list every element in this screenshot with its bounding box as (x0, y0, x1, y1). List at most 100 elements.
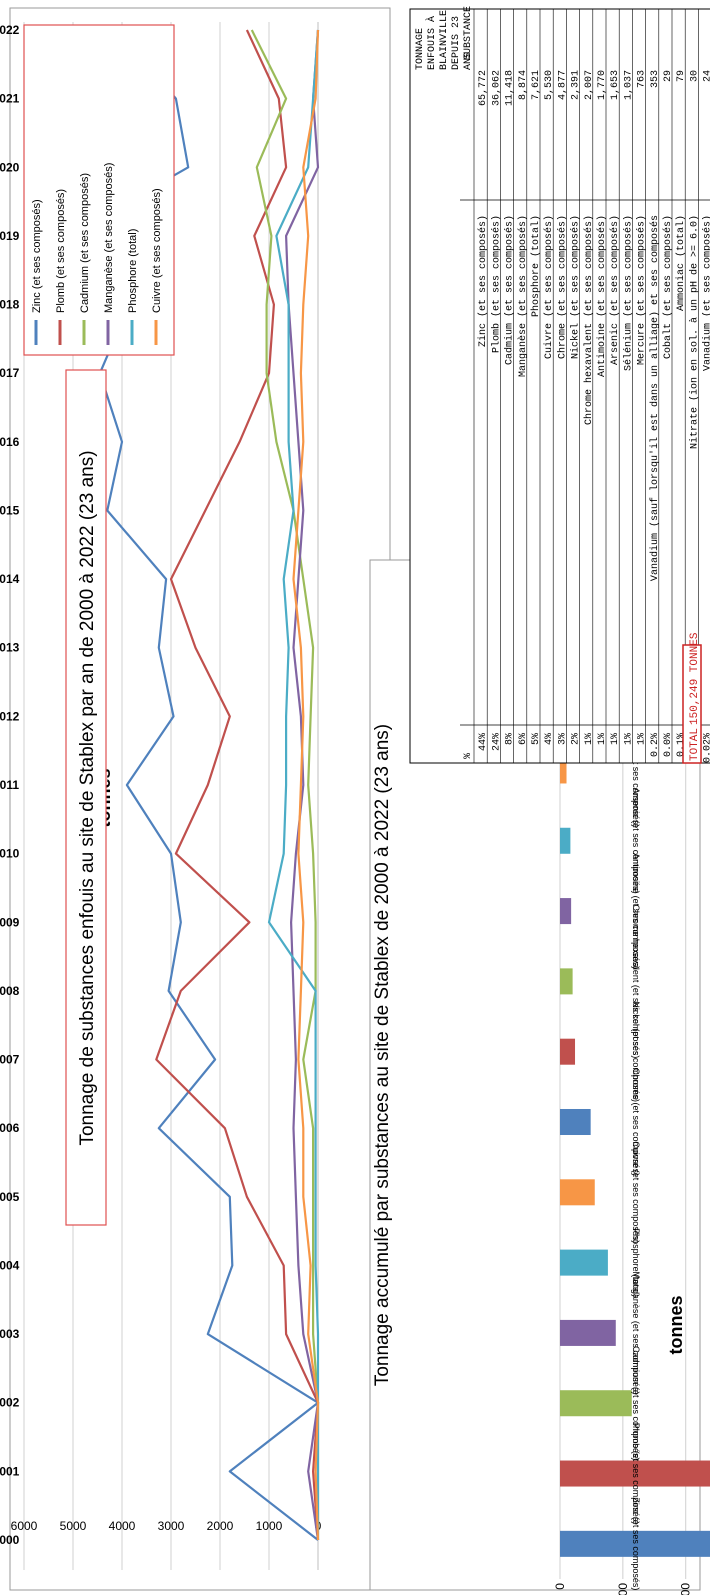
line-y-tick-label: 3000 (158, 1519, 185, 1533)
table-cell-pct: 0.2% (650, 733, 661, 757)
bar-category-label: Manganèse (et ses composés) (631, 1271, 641, 1394)
table-cell-tonnage: 24 (703, 70, 710, 82)
tonnage-table: TONNAGE ENFOUIS À BLAINVILLE DEPUIS 23 ANSSU… (409, 6, 710, 764)
legend-frame (23, 24, 175, 356)
table-cell-tonnage: 1,770 (597, 70, 608, 100)
bar-y-tick-label: 0 (553, 1583, 567, 1590)
table-cell-tonnage: 2,391 (571, 70, 582, 100)
bar-11 (560, 757, 567, 784)
table-cell-pct: 1% (637, 733, 648, 745)
legend-entry: Zinc (et ses composés) (31, 199, 43, 313)
line-x-tick-label: 2019 (0, 229, 20, 243)
bar-1 (560, 1460, 710, 1487)
bar-7 (560, 1038, 576, 1065)
table-cell-tonnage: 79 (676, 70, 687, 82)
bar-category-label: Cuivre (et ses composés) (631, 1141, 641, 1243)
table-cell-pct: 8% (505, 733, 516, 745)
line-y-tick-label: 5000 (60, 1519, 87, 1533)
table-cell-substance: Zinc (et ses composés) (477, 215, 489, 347)
table-cell-substance: Ammoniac (total) (675, 215, 687, 311)
bar-category-label: Nickel (et ses composés) (631, 1001, 641, 1102)
line-x-tick-label: 2005 (0, 1190, 20, 1204)
bar-chart-y-ticks: 010,00020,00030,00040,00050,00060,00070,… (553, 1583, 693, 1595)
table-cell-pct: 4% (544, 733, 555, 745)
line-series-3 (285, 29, 320, 1541)
table-cell-substance: Plomb (et ses composés) (490, 215, 502, 353)
table-cell-pct: 0.02% (703, 733, 710, 763)
table-cell-tonnage: 353 (650, 70, 661, 88)
legend-entry: Phosphore (total) (127, 229, 139, 313)
table-header-line: ANS (463, 52, 474, 70)
table-body: TONNAGE ENFOUIS À BLAINVILLE DEPUIS 23 ANSSU… (409, 6, 710, 764)
line-x-tick-label: 2017 (0, 366, 20, 380)
line-x-tick-label: 2000 (0, 1533, 20, 1547)
line-x-tick-label: 2003 (0, 1327, 20, 1341)
bar-y-tick-label: 20,000 (679, 1583, 693, 1595)
table-cell-tonnage: 65,772 (478, 70, 489, 106)
line-x-tick-label: 2012 (0, 709, 20, 723)
line-series-5 (292, 29, 320, 1541)
bar-chart-title: Tonnage accumulé par substances au site … (372, 724, 393, 1386)
legend-entry: Cuivre (et ses composés) (151, 188, 163, 313)
table-cell-substance: Nickel (et ses composés) (570, 215, 582, 359)
line-chart-title: Tonnage de substances enfouis au site de… (77, 450, 98, 1145)
table-header-line: BLAINVILLE (439, 10, 450, 70)
line-y-tick-label: 6000 (11, 1519, 38, 1533)
bar-category-label: Zinc (et ses composés) (631, 1497, 641, 1590)
bar-8 (560, 968, 573, 995)
bar-9 (560, 898, 572, 925)
table-cell-substance: Chrome hexavalent (et ses composés) (583, 215, 595, 425)
bar-4 (560, 1249, 608, 1276)
line-chart-legend: Zinc (et ses composés) Plomb (et ses comp… (23, 24, 175, 356)
table-cell-tonnage: 36,062 (491, 70, 502, 106)
table-cell-substance: Arsenic (et ses composés) (609, 215, 621, 365)
line-x-tick-label: 2011 (0, 778, 19, 792)
table-cell-tonnage: 29 (663, 70, 674, 82)
bar-0 (560, 1530, 710, 1557)
table-cell-substance: Mercure (et ses composés) (636, 215, 648, 365)
table-cell-tonnage: 763 (637, 70, 648, 88)
table-cell-tonnage: 7,621 (531, 70, 542, 100)
table-cell-pct: 5% (531, 733, 542, 745)
line-x-tick-label: 2007 (0, 1053, 20, 1067)
col-header-substance: SUBSTANCE (463, 6, 474, 60)
total-label: TOTAL (689, 728, 701, 761)
table-header-line: ENFOUIS À (424, 16, 438, 70)
line-x-tick-label: 2014 (0, 572, 20, 586)
bar-6 (560, 1108, 591, 1136)
bar-category-label: Chrome hexavalent (et ses composés) (631, 904, 641, 1058)
line-chart-x-ticks: 2000 2001 2002 2003 2004 2005 2006 2007 2008 2009… (0, 23, 20, 1547)
table-frame (409, 8, 710, 764)
table-cell-substance: Phosphore (total) (530, 215, 542, 317)
line-y-tick-label: 4000 (109, 1519, 136, 1533)
line-x-tick-label: 2018 (0, 298, 20, 312)
col-header-pct: % (463, 753, 474, 759)
table-cell-substance: Antimoine (et ses composés) (596, 215, 608, 377)
total-value: 150,249 TONNES (689, 632, 701, 725)
table-cell-tonnage: 1,653 (610, 70, 621, 100)
line-chart-series (66, 29, 320, 1541)
bar-category-label: Cadmium (et ses composés) (631, 1346, 641, 1461)
total-box (682, 644, 702, 764)
bar-category-label: Antimoine (et ses composés) (631, 853, 641, 969)
table-cell-substance: Cuivre (et ses composés) (543, 215, 555, 359)
bar-y-tick-label: 10,000 (616, 1583, 630, 1595)
line-y-tick-label: 1000 (256, 1519, 283, 1533)
bar-chart-category-labels: Zinc (et ses composés)Plomb (et ses comp… (631, 646, 641, 1591)
bar-category-label: Plomb (et ses composés) (631, 1423, 641, 1525)
table-cell-tonnage: 11,418 (505, 70, 516, 106)
table-cell-substance: Chrome (et ses composés) (556, 215, 568, 359)
table-cell-pct: 0.1% (676, 733, 687, 757)
line-x-tick-label: 2009 (0, 915, 20, 929)
table-cell-substance: Cadmium (et ses composés) (504, 215, 516, 365)
table-cell-pct: 2% (571, 733, 582, 745)
table-cell-substance: Manganèse (et ses composés) (517, 215, 529, 377)
table-cell-pct: 1% (584, 733, 595, 745)
bar-2 (560, 1390, 632, 1417)
bar-category-label: Chrome (et ses composés) (631, 1068, 641, 1176)
table-header-line: TONNAGE (415, 28, 426, 70)
